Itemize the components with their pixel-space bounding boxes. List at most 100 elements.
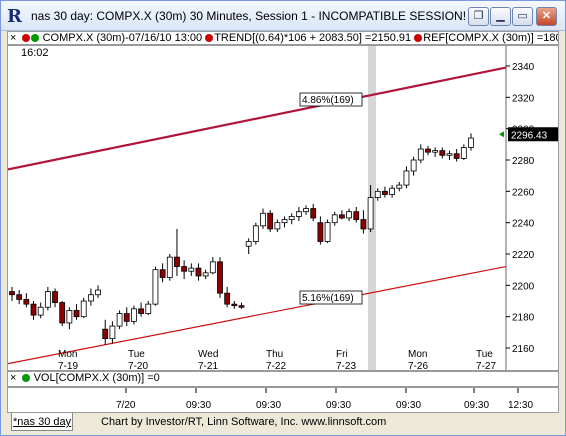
restore-icon: ❐ — [473, 10, 484, 22]
candle — [152, 269, 159, 305]
candle — [37, 306, 44, 316]
candle — [138, 308, 144, 314]
day-label-dow: Thu — [266, 349, 283, 360]
time-label: 09:30 — [186, 400, 211, 411]
candle — [353, 211, 360, 220]
upper-channel-label: 4.86%(169) — [302, 95, 354, 106]
candle — [403, 170, 410, 186]
chart-tab[interactable] — [11, 413, 73, 431]
candle — [382, 190, 388, 195]
candle — [59, 302, 66, 324]
candle — [346, 211, 352, 219]
credit-text: Chart by Investor/RT, Linn Software, Inc… — [101, 416, 387, 428]
candle — [102, 328, 109, 340]
candle — [30, 303, 37, 316]
maximize-button[interactable]: ▭ — [512, 7, 533, 26]
price-chart[interactable]: 2340232023002280226022402220220021802160… — [7, 45, 559, 371]
current-time: 16:02 — [21, 47, 49, 59]
candle — [339, 214, 345, 219]
price-label: 2260 — [512, 187, 535, 198]
candle — [267, 212, 274, 230]
candle — [80, 300, 87, 318]
price-label: 2340 — [512, 62, 535, 73]
last-price-label: 2296.43 — [511, 130, 548, 141]
candle — [468, 137, 474, 148]
price-label: 2160 — [512, 344, 535, 355]
restore-button[interactable]: ❐ — [468, 7, 489, 26]
title-bar[interactable]: R nas 30 day: COMPX.X (30m) 30 Minutes, … — [1, 1, 565, 31]
candle — [217, 261, 223, 294]
price-label: 2240 — [512, 219, 535, 230]
price-chart-svg: 2340232023002280226022402220220021802160… — [8, 46, 558, 371]
candle — [460, 147, 467, 159]
close-icon: ✕ — [541, 10, 552, 22]
volume-close-icon[interactable]: × — [10, 372, 17, 384]
time-label: 7/20 — [116, 400, 136, 411]
price-label: 2200 — [512, 281, 535, 292]
candle — [159, 269, 166, 278]
header-ref[interactable]: REF[COMPX.X (30m)] =180 — [423, 32, 559, 44]
candle — [439, 150, 446, 156]
candle — [360, 219, 367, 230]
day-label-dow: Mon — [408, 349, 427, 360]
trend-dot-icon — [205, 34, 214, 42]
candle — [317, 222, 324, 242]
candle — [44, 291, 51, 308]
candle — [310, 208, 317, 219]
candle — [446, 153, 453, 156]
price-label: 2180 — [512, 313, 535, 324]
minimize-icon: ▁ — [496, 10, 505, 22]
close-button[interactable]: ✕ — [536, 7, 557, 26]
day-label-dow: Tue — [476, 349, 493, 360]
day-label-dow: Fri — [336, 349, 348, 360]
candle — [252, 225, 259, 242]
lower-channel-line — [8, 265, 507, 365]
candle — [145, 303, 152, 314]
candle — [52, 291, 58, 303]
candle — [16, 294, 23, 300]
lower-channel-label-box — [299, 290, 363, 305]
time-axis-svg: 7/20 09:30 09:30 09:30 09:30 09:30 12:30 — [116, 388, 533, 411]
day-label-date: 7-19 — [58, 361, 78, 371]
candle — [245, 241, 252, 247]
candle — [116, 313, 123, 327]
chart-tab-label[interactable]: *nas 30 day — [13, 416, 72, 428]
time-label: 09:30 — [396, 400, 421, 411]
candle — [425, 148, 431, 153]
header-close-icon[interactable]: × — [10, 32, 17, 44]
status-bar: *nas 30 day Chart by Investor/RT, Linn S… — [7, 413, 559, 433]
candle — [209, 261, 216, 274]
ref-dot-icon — [414, 34, 423, 42]
lower-channel-label: 5.16%(169) — [302, 293, 354, 304]
candle — [195, 267, 202, 277]
day-label-date: 7-23 — [336, 361, 356, 371]
maximize-icon: ▭ — [517, 10, 528, 22]
candle — [324, 222, 331, 242]
header-trend[interactable]: TREND[(0.64)*106 + 2083.50] =2150.91 — [214, 32, 412, 44]
header-symbol[interactable]: COMPX.X (30m)-07/16/10 13:00 — [42, 32, 203, 44]
app-logo: R — [7, 6, 22, 27]
last-price-arrow — [499, 131, 504, 138]
upper-channel-label-box — [299, 92, 363, 107]
candle — [432, 150, 439, 153]
candle — [224, 292, 231, 305]
day-label-dow: Wed — [198, 349, 218, 360]
candle — [231, 303, 238, 307]
time-axis: 7/20 09:30 09:30 09:30 09:30 09:30 12:30 — [7, 387, 559, 413]
candle — [374, 190, 381, 198]
candle — [295, 211, 302, 217]
day-label-date: 7-20 — [128, 361, 148, 371]
volume-pane[interactable]: × VOL[COMPX.X (30m)] =0 — [7, 371, 559, 387]
time-label: 09:30 — [256, 400, 281, 411]
minimize-button[interactable]: ▁ — [490, 7, 511, 26]
red-dot-icon — [21, 34, 30, 42]
candle — [73, 309, 80, 318]
candle — [95, 289, 101, 296]
candle — [131, 308, 137, 322]
candle — [166, 256, 173, 278]
day-label-date: 7-22 — [266, 361, 286, 371]
candle — [202, 272, 209, 277]
candle — [123, 313, 130, 322]
candle — [260, 212, 266, 227]
